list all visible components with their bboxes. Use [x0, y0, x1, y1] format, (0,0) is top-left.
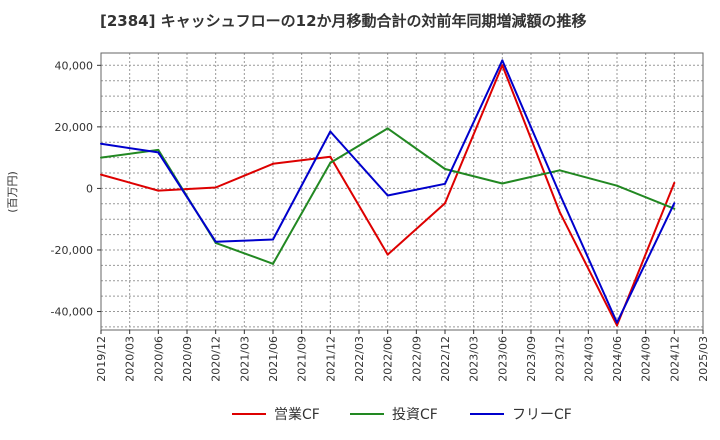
x-tick-label: 2022/03	[353, 336, 366, 382]
series-point	[558, 169, 561, 172]
x-tick-label: 2021/03	[238, 336, 251, 382]
x-tick-label: 2023/09	[525, 336, 538, 382]
series-point	[272, 238, 274, 241]
x-tick-label: 2019/12	[95, 336, 108, 382]
legend: 営業CF 投資CF フリーCF	[232, 407, 572, 423]
x-tick-label: 2025/03	[697, 336, 710, 382]
series-point	[157, 189, 160, 192]
series-point	[444, 202, 446, 205]
series-point	[673, 202, 676, 205]
x-axis-ticks: 2019/12 2020/03 2020/06 2020/09 2020/12 2021/…	[95, 330, 710, 382]
x-tick-label: 2024/03	[582, 336, 595, 382]
series-point	[616, 324, 618, 327]
series-point	[501, 64, 504, 67]
series-line-3	[100, 59, 676, 324]
y-tick-label: 20,000	[55, 121, 94, 134]
x-tick-label: 2023/06	[496, 336, 509, 382]
series-point	[157, 148, 160, 151]
series-point	[501, 182, 504, 185]
x-tick-label: 2021/09	[296, 336, 309, 382]
x-tick-label: 2021/12	[324, 336, 337, 382]
x-tick-label: 2023/12	[554, 336, 567, 382]
x-tick-label: 2022/12	[439, 336, 452, 382]
x-tick-label: 2023/03	[468, 336, 481, 382]
series-point	[272, 162, 274, 165]
x-tick-label: 2022/09	[410, 336, 423, 382]
legend-label: フリーCF	[512, 407, 572, 423]
series-point	[100, 142, 102, 145]
legend-label: 営業CF	[274, 407, 320, 423]
y-tick-label: 40,000	[55, 59, 94, 72]
series-point	[272, 262, 274, 265]
series-point	[616, 184, 618, 187]
x-tick-label: 2020/06	[152, 336, 165, 382]
x-tick-label: 2020/12	[210, 336, 223, 382]
y-tick-label: 0	[86, 182, 93, 195]
x-tick-label: 2024/06	[611, 336, 624, 382]
x-tick-label: 2021/06	[267, 336, 280, 382]
series-point	[558, 192, 561, 195]
series-point	[386, 194, 389, 197]
legend-label: 投資CF	[392, 407, 438, 423]
series-point	[214, 240, 217, 243]
plot-frame	[100, 52, 704, 331]
y-tick-label: -20,000	[51, 244, 93, 257]
series-point	[329, 161, 332, 164]
series-point	[329, 130, 332, 133]
series-point	[558, 211, 561, 214]
series-point	[157, 151, 160, 154]
series-point	[100, 156, 102, 159]
x-tick-label: 2024/09	[640, 336, 653, 382]
x-tick-label: 2024/12	[668, 336, 681, 382]
series-point	[100, 173, 102, 176]
series-point	[501, 59, 504, 62]
grid-lines	[100, 53, 704, 330]
series-point	[616, 321, 618, 324]
series-point	[386, 253, 389, 256]
y-tick-label: -40,000	[51, 306, 93, 319]
x-tick-label: 2020/03	[124, 336, 137, 382]
series-point	[214, 186, 217, 189]
series-point	[673, 207, 676, 210]
series-point	[386, 127, 389, 130]
chart-title: [2384] キャッシュフローの12か月移動合計の対前年同期増減額の推移	[100, 12, 587, 30]
series-point	[444, 168, 446, 171]
x-tick-label: 2022/06	[382, 336, 395, 382]
series-point	[673, 181, 676, 184]
y-axis-label: (百万円)	[6, 171, 19, 213]
y-axis-ticks: 40,000 20,000 0 -20,000 -40,000	[51, 59, 101, 319]
series-point	[444, 182, 446, 185]
series-lines	[100, 59, 676, 327]
x-tick-label: 2020/09	[181, 336, 194, 382]
series-point	[329, 155, 332, 158]
